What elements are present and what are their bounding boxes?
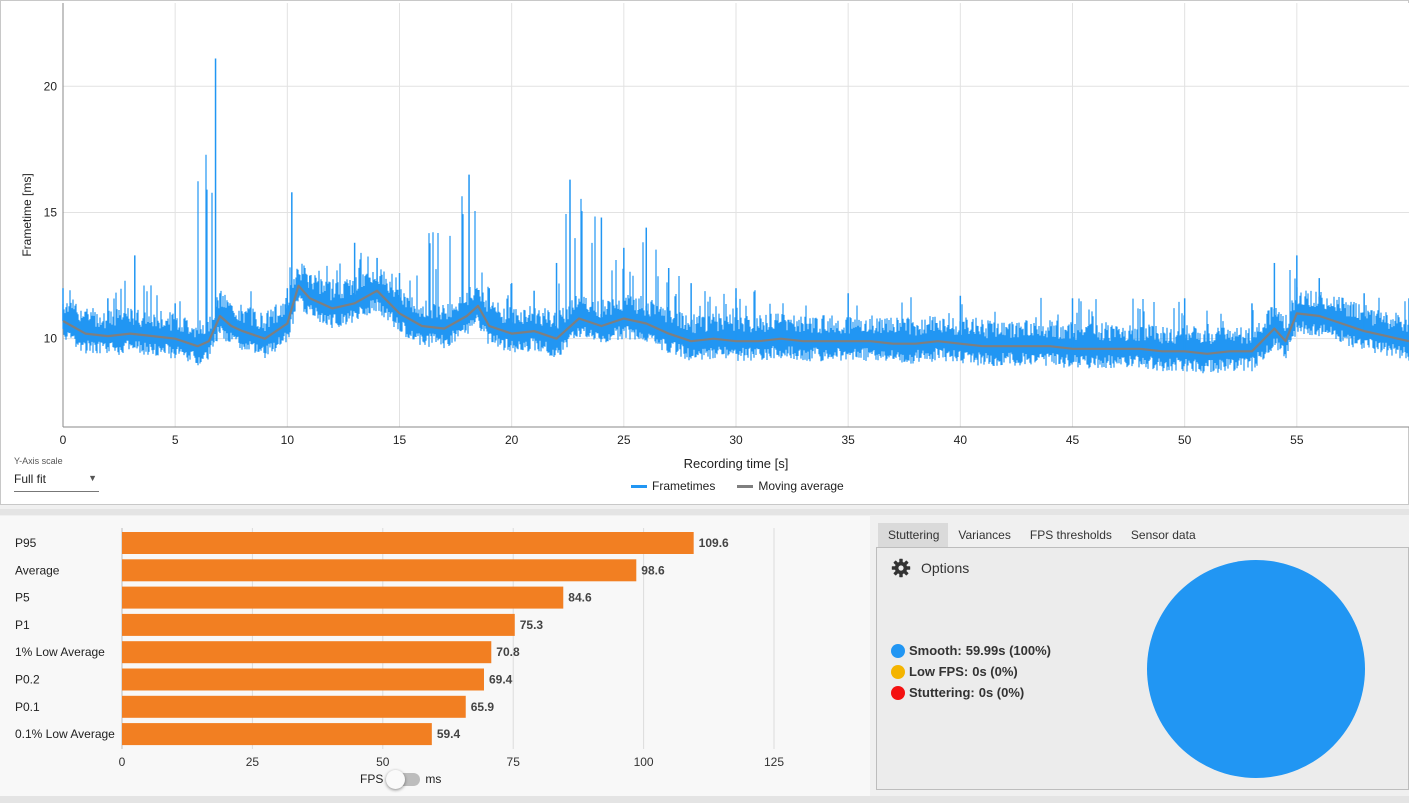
- bar-p1[interactable]: [122, 613, 515, 636]
- bar-value-label: 70.8: [496, 645, 520, 659]
- stuttering-pie-chart[interactable]: [1145, 558, 1367, 780]
- bar-p0-2[interactable]: [122, 668, 484, 691]
- bar-category-label: P0.1: [15, 700, 40, 714]
- frametime-legend: Frametimes Moving average: [631, 479, 844, 493]
- stuttering-tab-content: Options Smooth: 59.99s (100%) Low FPS: 0…: [876, 547, 1409, 790]
- legend-item-frametimes[interactable]: Frametimes: [631, 479, 715, 493]
- bar-value-label: 65.9: [471, 700, 495, 714]
- moving-average-series: [62, 284, 1409, 355]
- bar-x-tick-label: 0: [119, 755, 126, 766]
- bar-x-tick-label: 50: [376, 755, 390, 766]
- legend-row-stuttering: Stuttering: 0s (0%): [891, 682, 1051, 703]
- tab-fps-thresholds[interactable]: FPS thresholds: [1029, 528, 1112, 542]
- bar-x-tick-label: 100: [634, 755, 654, 766]
- bar-value-label: 98.6: [641, 563, 665, 577]
- gear-icon: [891, 558, 911, 578]
- bar-1-low-average[interactable]: [122, 641, 492, 664]
- fps-statistics-chart[interactable]: 0 25 50 75 100 125 P95 109.6 Average 98.6 P5 84.6 P1…: [0, 516, 870, 766]
- bar-p0-1[interactable]: [122, 695, 466, 718]
- legend-item-moving-average[interactable]: Moving average: [737, 479, 844, 493]
- bar-category-label: P5: [15, 591, 30, 605]
- y-axis-scale-value: Full fit: [14, 472, 47, 486]
- tab-sensor-data[interactable]: Sensor data: [1130, 528, 1196, 542]
- smooth-label: Smooth:: [909, 643, 962, 658]
- bar-value-label: 69.4: [489, 673, 513, 687]
- smooth-dot-icon: [891, 643, 905, 658]
- y-tick-label: 20: [44, 79, 58, 93]
- bar-x-tick-label: 125: [764, 755, 784, 766]
- legend-row-low-fps: Low FPS: 0s (0%): [891, 661, 1051, 682]
- x-tick-label: 45: [1066, 433, 1080, 447]
- panel-separator[interactable]: [0, 509, 1409, 515]
- options-button[interactable]: Options: [891, 558, 969, 578]
- x-tick-label: 30: [729, 433, 743, 447]
- tab-stuttering[interactable]: Stuttering: [878, 523, 949, 547]
- frametime-chart[interactable]: 0 5 10 15 20 25 30 35 40 45 50 55 10 15 20 Recording t…: [1, 1, 1409, 506]
- x-axis-label: Recording time [s]: [684, 456, 789, 471]
- legend-swatch-frametimes: [631, 484, 647, 488]
- low-fps-dot-icon: [891, 664, 905, 679]
- x-tick-label: 10: [281, 433, 295, 447]
- bar-average[interactable]: [122, 559, 637, 582]
- bar-0-1-low-average[interactable]: [122, 723, 432, 746]
- stuttering-label: Stuttering:: [909, 685, 975, 700]
- bottom-strip: [0, 796, 1409, 803]
- stuttering-dot-icon: [891, 685, 905, 700]
- x-tick-label: 40: [954, 433, 968, 447]
- x-tick-label: 0: [60, 433, 67, 447]
- bar-value-label: 84.6: [568, 591, 592, 605]
- x-tick-label: 50: [1178, 433, 1192, 447]
- y-axis-scale-label: Y-Axis scale: [14, 456, 63, 466]
- x-tick-label: 5: [172, 433, 179, 447]
- bar-category-label: P1: [15, 618, 30, 632]
- legend-swatch-moving-average: [737, 484, 754, 488]
- y-axis-scale-dropdown[interactable]: Full fit ▼: [14, 470, 99, 492]
- x-tick-label: 20: [505, 433, 519, 447]
- y-axis-label: Frametime [ms]: [20, 173, 34, 256]
- fps-statistics-panel: 0 25 50 75 100 125 P95 109.6 Average 98.6 P5 84.6 P1…: [0, 516, 870, 796]
- bar-p95[interactable]: [122, 532, 694, 554]
- bar-category-label: P95: [15, 536, 37, 550]
- toggle-label-fps: FPS: [360, 772, 384, 786]
- legend-row-smooth: Smooth: 59.99s (100%): [891, 640, 1051, 661]
- bar-category-label: P0.2: [15, 673, 40, 687]
- bar-category-label: Average: [15, 563, 60, 577]
- x-tick-label: 15: [393, 433, 407, 447]
- y-tick-label: 10: [44, 332, 58, 346]
- analysis-tabs: Stuttering Variances FPS thresholds Sens…: [878, 523, 1205, 547]
- x-tick-label: 25: [617, 433, 631, 447]
- chevron-down-icon: ▼: [88, 473, 97, 483]
- fps-ms-toggle[interactable]: FPS ms: [360, 769, 442, 789]
- frametime-chart-panel: 0 5 10 15 20 25 30 35 40 45 50 55 10 15 20 Recording t…: [0, 0, 1409, 505]
- low-fps-value: 0s (0%): [972, 664, 1018, 679]
- stuttering-legend: Smooth: 59.99s (100%) Low FPS: 0s (0%) S…: [891, 640, 1051, 703]
- legend-label-frametimes: Frametimes: [652, 479, 716, 493]
- bar-x-tick-label: 75: [507, 755, 521, 766]
- x-tick-label: 35: [841, 433, 855, 447]
- bar-value-label: 109.6: [699, 536, 729, 550]
- bar-value-label: 59.4: [437, 727, 461, 741]
- smooth-value: 59.99s (100%): [965, 643, 1051, 658]
- bar-category-label: 1% Low Average: [15, 645, 105, 659]
- legend-label-moving-average: Moving average: [758, 479, 844, 493]
- bar-x-tick-label: 25: [246, 755, 260, 766]
- bar-value-label: 75.3: [520, 618, 544, 632]
- options-label: Options: [921, 560, 970, 576]
- toggle-knob[interactable]: [386, 769, 406, 789]
- toggle-label-ms: ms: [425, 772, 442, 786]
- bar-category-label: 0.1% Low Average: [15, 727, 115, 741]
- bar-p5[interactable]: [122, 586, 564, 609]
- x-tick-label: 55: [1290, 433, 1304, 447]
- low-fps-label: Low FPS:: [909, 664, 969, 679]
- y-tick-label: 15: [44, 205, 58, 219]
- stuttering-value: 0s (0%): [978, 685, 1025, 700]
- toggle-switch[interactable]: [386, 769, 421, 789]
- tab-variances[interactable]: Variances: [958, 528, 1011, 542]
- pie-slice-smooth[interactable]: [1147, 560, 1365, 778]
